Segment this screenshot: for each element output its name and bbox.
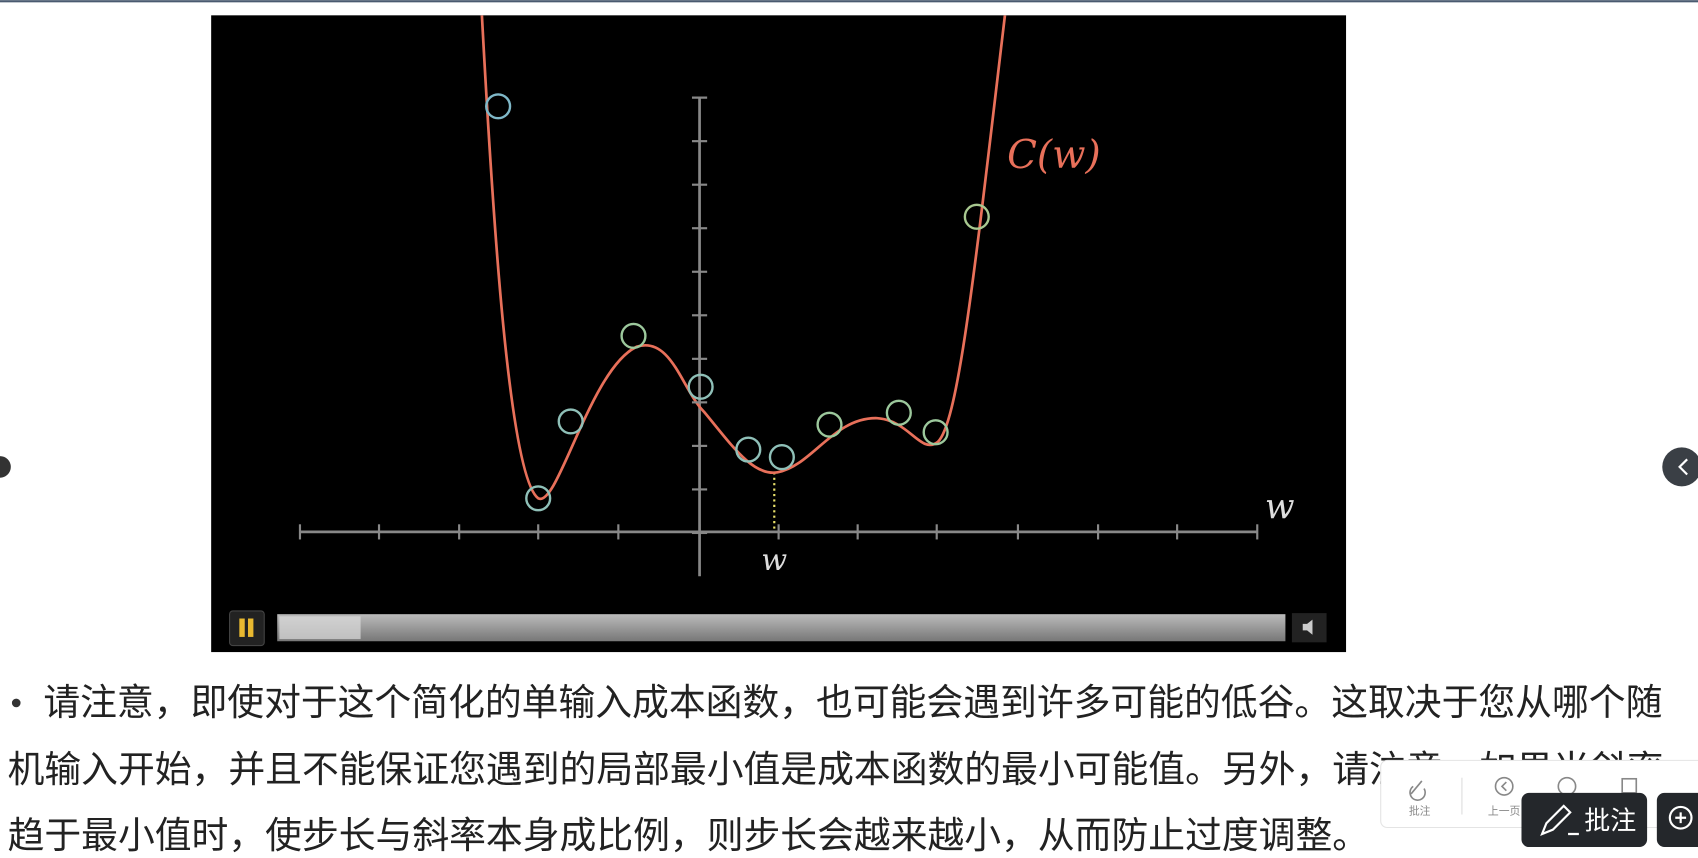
annotate-button-label: 批注 [1584, 807, 1636, 837]
ball [768, 444, 795, 471]
prev-icon [1500, 781, 1507, 792]
ball [885, 399, 912, 426]
marker-label: w [761, 543, 787, 578]
prev-icon [1494, 776, 1514, 796]
play-pause-button[interactable] [229, 610, 265, 647]
bullet [11, 698, 21, 708]
top-border [0, 0, 1698, 3]
volume-icon [1302, 619, 1313, 635]
ball [687, 373, 714, 400]
pause-icon [247, 618, 254, 637]
ball [922, 419, 949, 446]
ball [816, 411, 843, 438]
progress-buffered [279, 616, 361, 640]
ball [525, 485, 552, 512]
chevron [1678, 458, 1688, 476]
ball [485, 93, 512, 120]
ball [963, 203, 990, 230]
toolbar-item[interactable]: 批注 [1409, 804, 1431, 818]
curve-label: C(w) [1007, 133, 1101, 178]
x-axis-label: w [1265, 487, 1295, 527]
paragraph-line: 趋于最小值时，使步长与斜率本身成比例，则步长会越来越小，从而防止过度调整。 [8, 814, 1369, 857]
video-frame [211, 15, 1347, 653]
zoom-button[interactable] [1656, 792, 1698, 848]
zoom-icon [1668, 805, 1693, 830]
axes [298, 15, 1259, 577]
progress-bar[interactable] [277, 614, 1286, 642]
zoom-icon [1675, 812, 1687, 824]
ball [735, 436, 762, 463]
balls [485, 93, 990, 512]
pen-icon [1540, 804, 1579, 836]
toolbar: 批注 上一页 批注 [1380, 759, 1698, 848]
cost-curve [480, 15, 1007, 500]
video-player: C(w) w w [211, 15, 1347, 653]
annotate-button[interactable] [1521, 792, 1648, 848]
pause-icon [239, 618, 245, 637]
toolbar-item[interactable]: 上一页 [1488, 805, 1521, 818]
prev-arrow[interactable] [0, 456, 11, 478]
annotate-icon [1409, 780, 1426, 801]
paragraph-line: 请注意，即使对于这个简化的单输入成本函数，也可能会遇到许多可能的低谷。这取决于您… [43, 681, 1662, 724]
ball [620, 322, 647, 349]
ball [557, 408, 584, 435]
